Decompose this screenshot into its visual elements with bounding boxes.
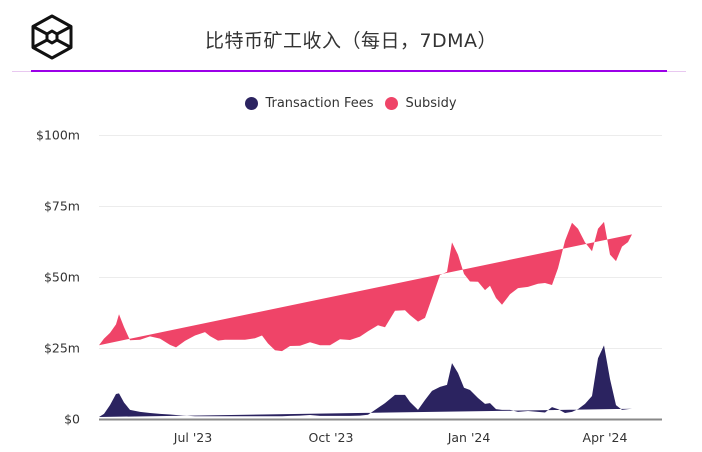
x-tick-oct-23: Oct '23 — [308, 430, 354, 445]
y-tick-100m: $100m — [36, 127, 80, 143]
chart-legend: Transaction Fees Subsidy — [0, 96, 702, 111]
legend-item-subsidy[interactable]: Subsidy — [385, 96, 457, 111]
y-tick-0: $0 — [64, 411, 80, 427]
legend-item-transaction-fees[interactable]: Transaction Fees — [245, 96, 373, 111]
y-tick-25m: $25m — [43, 340, 80, 356]
legend-label-transaction-fees: Transaction Fees — [265, 96, 374, 111]
legend-swatch-subsidy-icon — [385, 97, 399, 110]
chart-title: 比特币矿工收入（每日，7DMA） — [204, 30, 498, 52]
subsidy-area[interactable] — [99, 221, 632, 352]
y-tick-50m: $50m — [43, 269, 80, 285]
x-tick-jul-23: Jul '23 — [173, 430, 213, 445]
legend-label-subsidy: Subsidy — [405, 96, 457, 111]
gridlines — [99, 135, 662, 349]
legend-swatch-transaction-fees-icon — [245, 97, 259, 110]
chart-header: 比特币矿工收入（每日，7DMA） — [0, 0, 702, 72]
hexagon-cube-logo-icon — [31, 14, 73, 60]
header-divider-accent — [31, 70, 667, 72]
transaction-fees-area[interactable] — [99, 345, 632, 417]
x-tick-apr-24: Apr '24 — [582, 430, 628, 445]
x-tick-jan-24: Jan '24 — [447, 430, 491, 445]
y-tick-75m: $75m — [43, 198, 80, 214]
